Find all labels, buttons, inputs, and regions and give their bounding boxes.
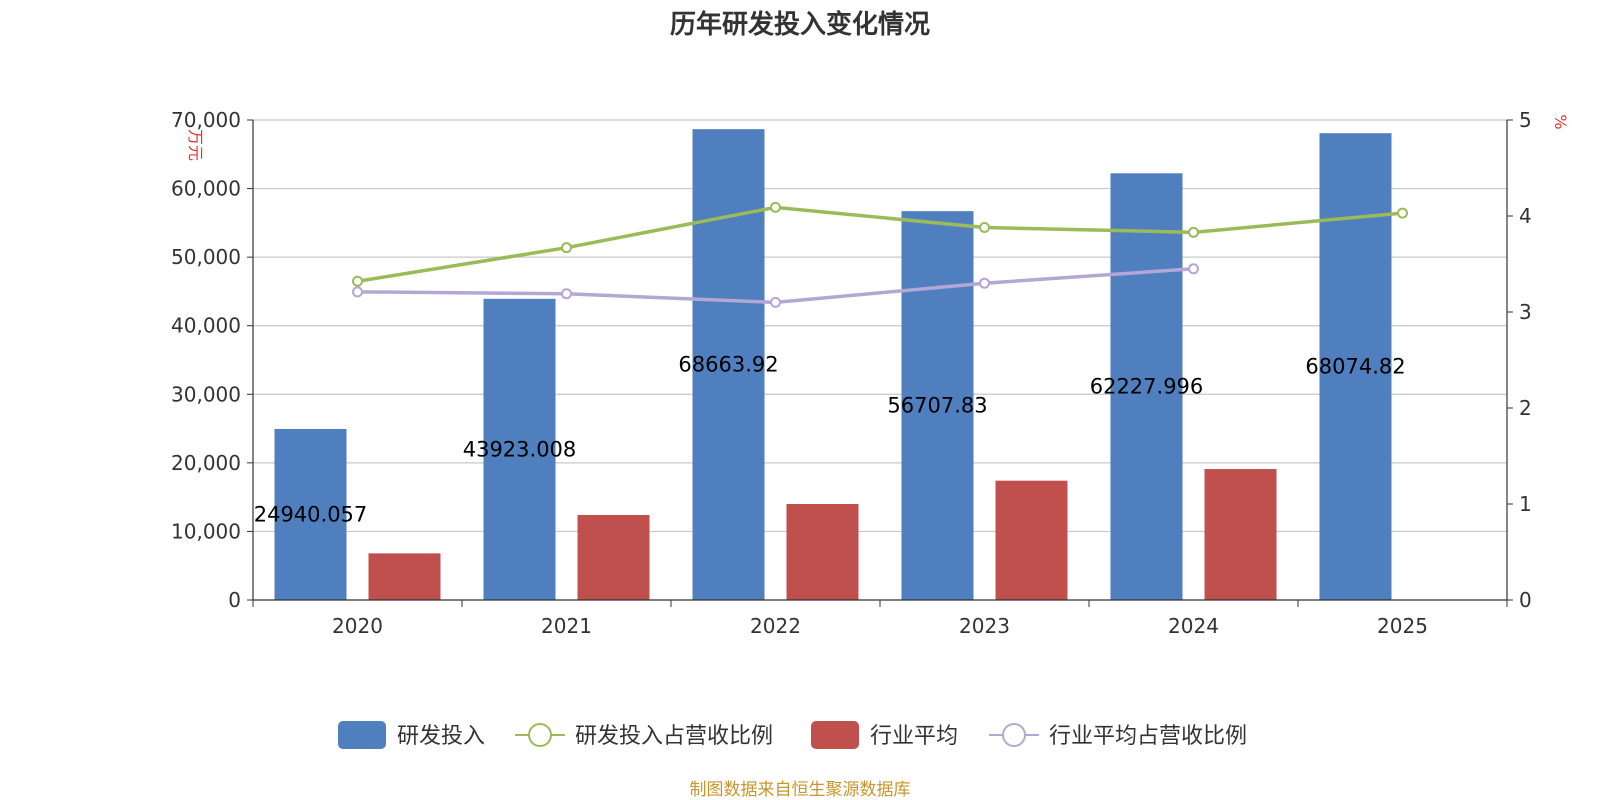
bar-rd-investment [1110, 173, 1183, 600]
point-rd-ratio [561, 242, 572, 254]
bar-industry-average [368, 553, 441, 600]
x-tick-label: 2021 [541, 614, 592, 638]
x-tick-label: 2020 [332, 614, 383, 638]
point-industry-ratio [770, 296, 781, 308]
bars-layer [274, 129, 1392, 601]
x-tick-label: 2024 [1168, 614, 1219, 638]
legend-marker-1 [528, 723, 552, 747]
bar-rd-investment [483, 298, 556, 600]
x-tick-label: 2023 [959, 614, 1010, 638]
bar-value-label: 68074.82 [1305, 355, 1405, 379]
left-tick-label: 20,000 [171, 451, 241, 475]
legend-label-1: 研发投入占营收比例 [575, 724, 773, 749]
bar-rd-investment [274, 428, 347, 600]
bar-industry-average [995, 480, 1068, 600]
bar-rd-investment [901, 211, 974, 600]
data-labels-layer: 24940.057 43923.008 68663.92 56707.83 62227.… [254, 353, 1406, 527]
legend-swatch-0 [338, 721, 386, 749]
legend-marker-3 [1002, 723, 1026, 747]
bar-value-label: 43923.008 [463, 437, 577, 461]
point-rd-ratio [352, 275, 363, 287]
x-tick-label: 2022 [750, 614, 801, 638]
point-industry-ratio [352, 286, 363, 298]
right-tick-label: 2 [1519, 396, 1532, 420]
left-axis-unit: 万元 [186, 129, 205, 161]
point-industry-ratio [561, 288, 572, 300]
right-tick-label: 1 [1519, 492, 1532, 516]
legend: 研发投入 研发投入占营收比例 行业平均 行业平均占营收比例 [338, 721, 1247, 749]
right-tick-label: 4 [1519, 204, 1532, 228]
bar-industry-average [786, 504, 859, 600]
legend-swatch-2 [811, 721, 859, 749]
left-tick-label: 0 [228, 588, 241, 612]
legend-label-0: 研发投入 [397, 724, 485, 749]
left-tick-label: 40,000 [171, 314, 241, 338]
bar-rd-investment [1319, 133, 1392, 600]
left-tick-label: 10,000 [171, 519, 241, 543]
left-tick-label: 50,000 [171, 245, 241, 269]
point-industry-ratio [979, 277, 990, 289]
point-rd-ratio [1397, 207, 1408, 219]
left-tick-label: 30,000 [171, 382, 241, 406]
bar-value-label: 56707.83 [887, 394, 987, 418]
right-tick-label: 5 [1519, 108, 1532, 132]
chart-title: 历年研发投入变化情况 [670, 9, 930, 40]
source-note: 制图数据来自恒生聚源数据库 [690, 780, 911, 800]
lines-layer [352, 201, 1408, 308]
left-tick-label: 60,000 [171, 177, 241, 201]
bar-value-label: 62227.996 [1090, 375, 1204, 399]
bar-industry-average [577, 514, 650, 600]
point-rd-ratio [979, 222, 990, 234]
bar-value-label: 24940.057 [254, 502, 368, 526]
point-rd-ratio [770, 201, 781, 213]
axes-layer: 0 10,000 20,000 30,000 40,000 50,000 60,000 70,… [171, 108, 1532, 638]
left-tick-label: 70,000 [171, 108, 241, 132]
right-tick-label: 0 [1519, 588, 1532, 612]
point-rd-ratio [1188, 226, 1199, 238]
bar-industry-average [1204, 469, 1277, 600]
grid-lines [253, 119, 1507, 533]
point-industry-ratio [1188, 263, 1199, 275]
line-rd-ratio [357, 205, 1403, 284]
right-axis-unit: % [1551, 114, 1570, 129]
bar-value-label: 68663.92 [678, 353, 778, 377]
legend-label-2: 行业平均 [870, 724, 958, 749]
x-tick-label: 2025 [1377, 614, 1428, 638]
right-tick-label: 3 [1519, 300, 1532, 324]
legend-label-3: 行业平均占营收比例 [1049, 724, 1247, 749]
bar-rd-investment [692, 129, 765, 601]
